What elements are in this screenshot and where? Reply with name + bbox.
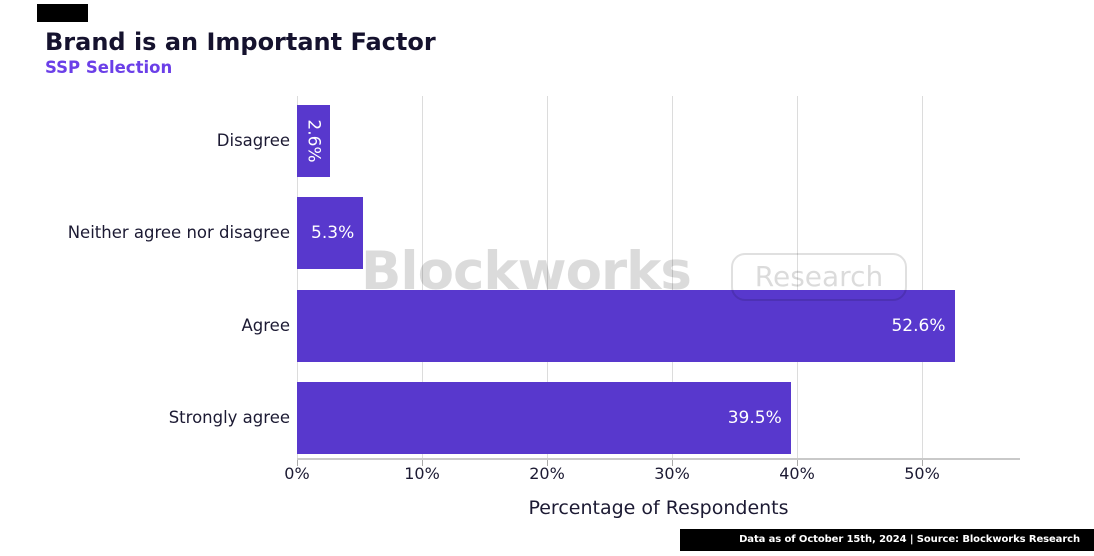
chart-title: Brand is an Important Factor [45, 28, 436, 56]
category-label: Disagree [216, 131, 290, 150]
bar-neither-agree-nor-disagree: 5.3% [297, 197, 364, 270]
brand-logo-mark [37, 4, 88, 22]
x-tick-label: 10% [404, 464, 440, 483]
bar-agree: 52.6% [297, 289, 955, 362]
plot-area: 2.6% 5.3% 52.6% 39.5% [297, 96, 1020, 466]
x-axis-tick-labels: 0% 10% 20% 30% 40% 50% [284, 464, 1020, 486]
x-tick-label: 0% [284, 464, 310, 483]
tick-mark [672, 460, 673, 466]
tick-mark [922, 460, 923, 466]
gridline [297, 96, 298, 458]
gridline [922, 96, 923, 458]
x-tick-label: 40% [779, 464, 815, 483]
bar-value-label: 39.5% [727, 407, 782, 428]
category-label: Neither agree nor disagree [67, 223, 290, 243]
x-tick-label: 50% [904, 464, 940, 483]
tick-mark [797, 460, 798, 466]
x-tick-label: 30% [654, 464, 690, 483]
bar-strongly-agree: 39.5% [297, 381, 791, 454]
chart-subtitle: SSP Selection [45, 58, 173, 77]
gridline [797, 96, 798, 458]
tick-mark [547, 460, 548, 466]
bar-disagree: 2.6% [297, 105, 330, 177]
bar-value-label: 2.6% [303, 119, 324, 163]
x-tick-label: 20% [529, 464, 565, 483]
y-axis-category-labels: Disagree Neither agree nor disagree Agree S… [0, 96, 290, 458]
gridline [547, 96, 548, 458]
tick-mark [422, 460, 423, 466]
category-label: Agree [241, 315, 291, 335]
bar-value-label: 5.3% [311, 223, 355, 244]
bar-value-label: 52.6% [891, 315, 946, 336]
gridline [672, 96, 673, 458]
gridline [422, 96, 423, 458]
source-footer-text: Data as of October 15th, 2024 | Source: … [739, 534, 1080, 545]
x-axis-title: Percentage of Respondents [528, 497, 789, 519]
category-label: Strongly agree [168, 407, 290, 427]
tick-mark [297, 460, 298, 466]
source-footer-bar: Data as of October 15th, 2024 | Source: … [680, 529, 1094, 551]
